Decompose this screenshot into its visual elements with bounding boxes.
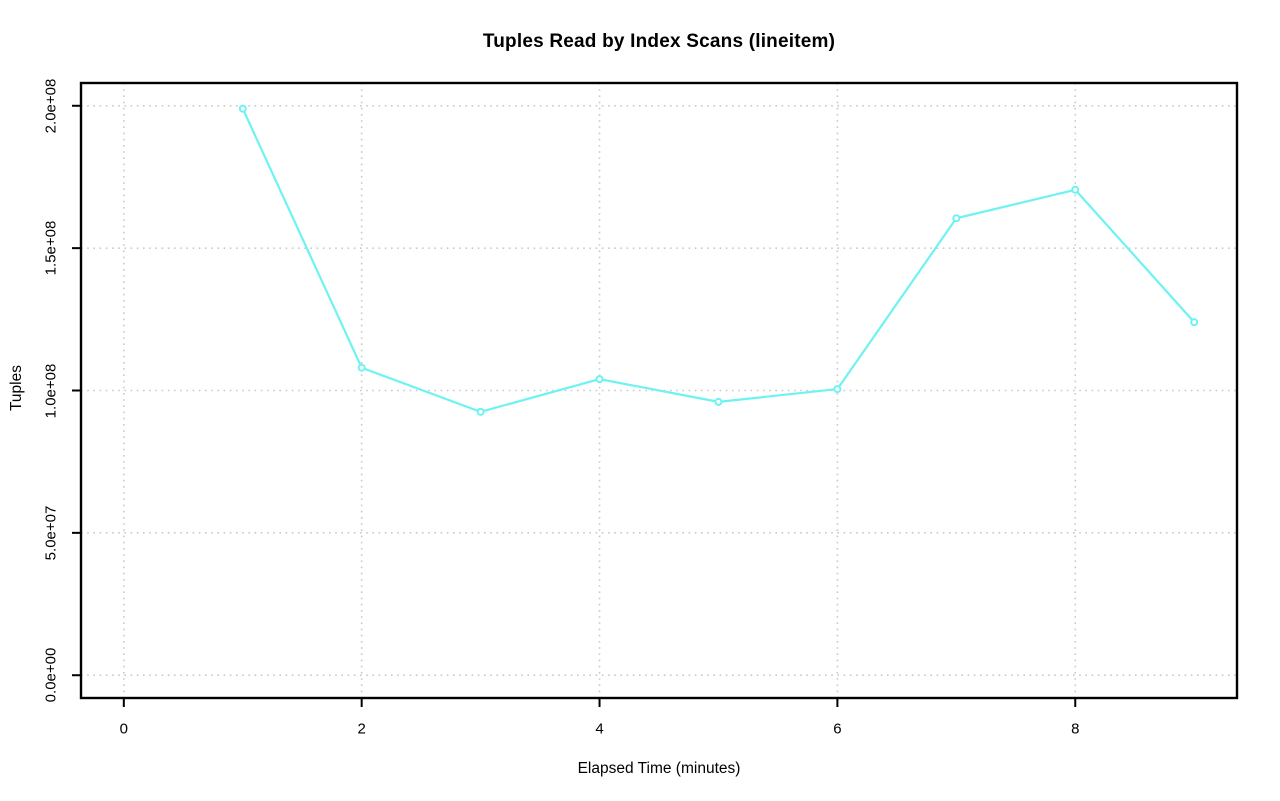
x-axis-label: Elapsed Time (minutes) (577, 760, 741, 777)
y-tick-label: 5.0e+07 (42, 505, 60, 561)
y-tick-label: 1.0e+08 (42, 363, 60, 418)
x-tick-label: 8 (1071, 720, 1080, 738)
data-point-marker (833, 385, 842, 394)
data-point-marker (1190, 318, 1199, 327)
data-point-marker (1071, 185, 1080, 194)
y-tick-label: 1.5e+08 (42, 220, 60, 276)
data-line (241, 107, 1196, 413)
x-tick-label: 2 (357, 720, 366, 738)
data-point-marker (357, 363, 366, 372)
data-point-marker (595, 375, 604, 384)
data-point-marker (714, 397, 723, 406)
x-tick-label: 0 (119, 720, 128, 738)
y-tick-label: 0.0e+00 (42, 647, 60, 703)
data-point-marker (476, 407, 485, 416)
x-tick-label: 6 (833, 720, 842, 738)
y-tick-label: 2.0e+08 (42, 78, 60, 134)
plot-border (79, 81, 1239, 700)
chart-title: Tuples Read by Index Scans (lineitem) (482, 31, 836, 52)
data-point-marker (238, 104, 247, 113)
data-point-marker (952, 214, 961, 223)
x-tick-label: 4 (595, 720, 604, 738)
